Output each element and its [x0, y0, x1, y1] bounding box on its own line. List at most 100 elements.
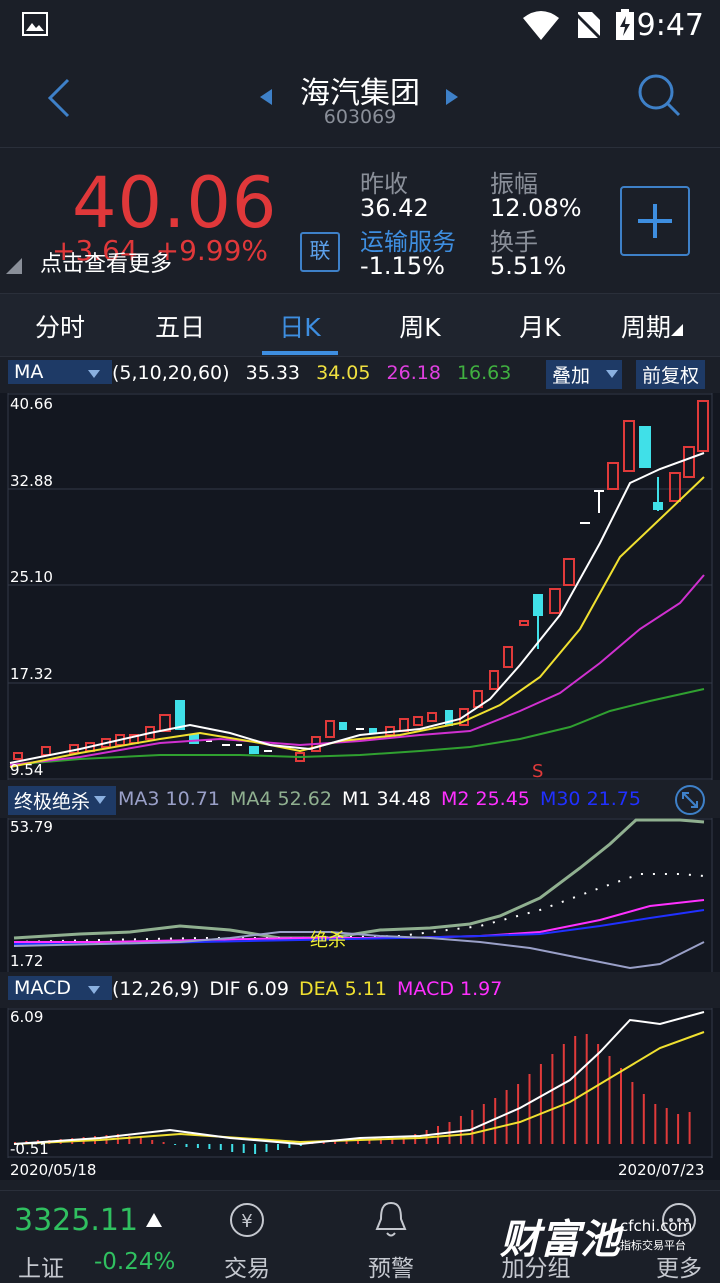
overlay-button[interactable]: 叠加 [546, 360, 622, 389]
m30-label: M30 [539, 788, 581, 810]
kline-y-tick: 40.66 [10, 395, 53, 413]
macd-bar [128, 1136, 131, 1144]
macd-y-top: 6.09 [10, 1008, 43, 1026]
macd-bar [471, 1110, 474, 1144]
sector-link[interactable]: 运输服务 [360, 228, 456, 256]
indicator-legend-bar: 终极绝杀 MA3 10.71 MA4 52.62 M1 34.48 M2 25.… [0, 782, 720, 816]
indicator-chart[interactable]: 绝杀 53.79 1.72 [0, 818, 720, 974]
kline-candles [13, 400, 709, 762]
kline-y-tick: 25.10 [10, 568, 53, 586]
macd-bar [539, 1064, 542, 1144]
macd-bar [208, 1144, 211, 1149]
macd-bar [677, 1114, 680, 1144]
macd-bar [528, 1074, 531, 1144]
amplitude-value: 12.08% [490, 194, 582, 222]
m1-value: 34.48 [376, 788, 431, 810]
macd-chart[interactable]: 6.09 -0.51 2020/05/18 2020/07/23 [0, 1008, 720, 1180]
macd-bar [357, 1140, 359, 1144]
nav-more[interactable]: 更多 [656, 1256, 702, 1282]
macd-bar [608, 1056, 611, 1144]
trade-icon[interactable]: ¥ [228, 1201, 266, 1239]
ma5-value: 35.33 [245, 362, 301, 384]
view-more-link[interactable]: 点击查看更多 [40, 252, 173, 277]
macd-bar [174, 1144, 177, 1145]
ma-params: (5,10,20,60) [112, 362, 230, 384]
ma3-line [13, 931, 705, 970]
kline-chart[interactable]: S 40.66 32.88 25.10 17.32 9.54 [0, 393, 720, 780]
arrow-up-icon [146, 1213, 162, 1227]
macd-bar [196, 1144, 199, 1148]
indicator-y-bottom: 1.72 [10, 952, 43, 970]
price-change: +3.64 +9.99% [52, 234, 268, 267]
chevron-down-icon [606, 370, 618, 378]
overlay-label: 叠加 [552, 365, 591, 387]
status-bar: 9:47 [0, 0, 720, 52]
price-change-value: +3.64 [52, 234, 138, 267]
search-icon[interactable] [636, 72, 682, 118]
nav-alert[interactable]: 预警 [368, 1256, 414, 1282]
tab-intraday[interactable]: 分时 [34, 313, 85, 342]
related-button[interactable]: 联 [300, 232, 340, 272]
ma3-label: MA3 [118, 788, 160, 810]
dropdown-corner-icon [671, 324, 683, 336]
index-value[interactable]: 3325.11 [14, 1203, 139, 1238]
ma3-value: 10.71 [165, 788, 220, 810]
macd-bar [185, 1144, 188, 1147]
macd-bar [505, 1090, 508, 1144]
nav-trade[interactable]: 交易 [224, 1256, 270, 1282]
prev-close-label: 昨收 [360, 170, 408, 198]
ma10-value: 34.05 [316, 362, 371, 384]
indicator-selector[interactable]: 终极绝杀 [8, 786, 116, 815]
tab-period[interactable]: 周期 [592, 308, 712, 344]
macd-bar [334, 1141, 337, 1144]
prev-stock-icon[interactable] [258, 88, 274, 106]
macd-bar [642, 1094, 645, 1144]
expand-icon[interactable] [674, 784, 706, 816]
watermark-logo: 财富池 [500, 1217, 620, 1263]
watermark-site: cfchi.com [620, 1217, 693, 1235]
add-watchlist-button[interactable] [620, 186, 690, 256]
svg-text:¥: ¥ [241, 1211, 252, 1232]
macd-bar [231, 1144, 234, 1152]
macd-bar [437, 1126, 439, 1144]
dea-line [13, 1031, 705, 1145]
macd-bar [151, 1140, 154, 1144]
macd-bar [574, 1036, 577, 1144]
watermark-sub: 指标交易平台 [620, 1239, 686, 1252]
chevron-down-icon [88, 370, 100, 378]
ma10-line [9, 476, 705, 768]
prev-close-value: 36.42 [360, 194, 429, 222]
macd-value: 1.97 [460, 978, 503, 1000]
adjust-button[interactable]: 前复权 [636, 360, 706, 389]
nav-add-group[interactable]: 加分组 [501, 1256, 571, 1282]
bell-icon[interactable] [372, 1199, 410, 1239]
macd-y-bottom: -0.51 [10, 1140, 49, 1158]
macd-bar [299, 1144, 302, 1146]
tab-daily-k[interactable]: 日K [279, 313, 321, 342]
macd-bar [139, 1138, 142, 1144]
macd-grid [7, 1008, 713, 1158]
macd-bar [379, 1138, 382, 1144]
price-change-pct: +9.99% [155, 234, 269, 267]
m30-line [14, 909, 705, 945]
index-name: 上证 [18, 1256, 64, 1282]
next-stock-icon[interactable] [444, 88, 460, 106]
back-icon[interactable] [44, 76, 74, 120]
macd-bar [288, 1144, 291, 1148]
sell-signal: S [532, 761, 543, 780]
macd-selector[interactable]: MACD [8, 976, 112, 1000]
ma-selector[interactable]: MA [8, 360, 112, 384]
macd-bar [597, 1044, 600, 1144]
m30-value: 21.75 [586, 788, 641, 810]
macd-bar [585, 1034, 588, 1144]
tab-period-label: 周期 [620, 313, 671, 342]
stock-code: 603069 [323, 106, 397, 128]
indicator-grid [7, 818, 713, 974]
tab-five-day[interactable]: 五日 [154, 313, 205, 342]
m1-label: M1 [341, 788, 371, 810]
quote-panel: 40.06 +3.64 +9.99% 点击查看更多 联 昨收 36.42 运输服… [0, 147, 720, 293]
tab-weekly-k[interactable]: 周K [399, 313, 441, 342]
chevron-down-icon [94, 796, 106, 804]
tab-monthly-k[interactable]: 月K [519, 313, 561, 342]
more-icon[interactable] [660, 1201, 698, 1239]
